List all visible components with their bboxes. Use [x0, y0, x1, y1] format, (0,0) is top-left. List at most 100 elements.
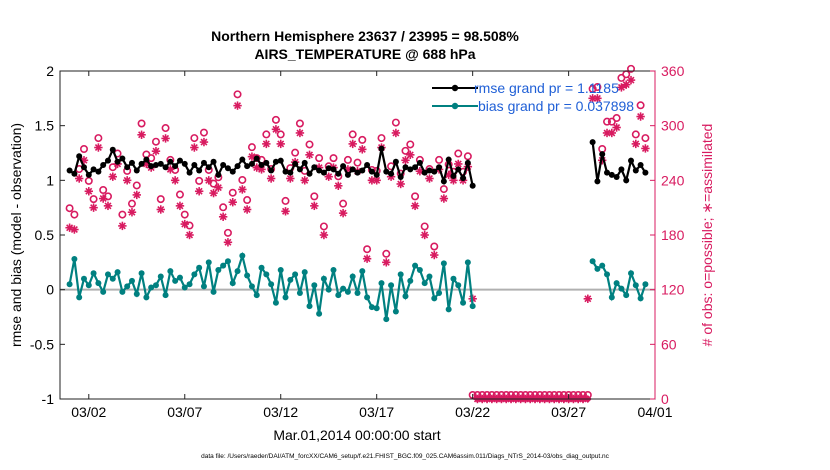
rmse-point-89	[608, 171, 615, 178]
bias-point-80	[450, 275, 457, 282]
right-y-tick-label-0: 0	[661, 391, 669, 407]
obs-possible-point-13	[127, 199, 136, 208]
obs-assimilated-point-6	[94, 143, 103, 152]
obs-possible-point-58	[343, 155, 352, 164]
rmse-point-83	[464, 159, 471, 166]
obs-assimilated-point-9	[108, 172, 117, 181]
left-y-tick-label-3: 0.5	[35, 227, 55, 243]
obs-assimilated-point-5	[89, 203, 98, 212]
rmse-point-44	[277, 157, 284, 164]
obs-assimilated-point-36	[238, 185, 247, 194]
obs-possible-tail-point-5	[612, 114, 621, 123]
rmse-point-77	[436, 164, 443, 171]
bias-point-8	[104, 271, 111, 278]
rmse-point-36	[239, 156, 246, 163]
bias-point-5	[90, 270, 97, 277]
obs-possible-point-41	[262, 130, 271, 139]
obs-assimilated-tail-point-5	[607, 128, 617, 138]
legend-rmse-marker	[451, 84, 459, 92]
obs-assimilated-point-75	[425, 174, 434, 183]
rmse-point-63	[368, 168, 375, 175]
bias-point-70	[402, 293, 409, 300]
obs-assimilated-point-15	[137, 130, 146, 139]
obs-possible-point-34	[228, 188, 237, 197]
obs-assimilated-point-33	[223, 238, 233, 247]
plot-area	[60, 64, 655, 404]
bias-point-60	[354, 289, 361, 296]
obs-possible-point-23	[175, 190, 184, 199]
rmse-point-47	[292, 160, 299, 167]
rmse-point-4	[85, 171, 92, 178]
rmse-point-26	[191, 162, 198, 169]
rmse-point-42	[268, 167, 275, 174]
x-tick-label-4: 03/22	[455, 404, 490, 420]
rmse-point-1	[71, 170, 78, 177]
bias-point-12	[124, 283, 131, 290]
obs-assimilated-point-53	[319, 230, 329, 240]
rmse-point-58	[344, 171, 351, 178]
bias-point-21	[167, 268, 174, 275]
bias-point-61	[359, 268, 366, 275]
bias-point-43	[272, 299, 279, 306]
bias-point-19	[157, 273, 164, 280]
obs-possible-point-6	[94, 134, 103, 143]
rmse-point-35	[234, 163, 241, 170]
rmse-point-79	[445, 156, 452, 163]
bias-point-96	[642, 281, 649, 288]
left-y-axis-ticks: -1 -0.5 0 0.5 1 1.5 2	[30, 63, 65, 407]
bias-point-15	[138, 270, 145, 277]
chart-title-line1: Northern Hemisphere 23637 / 23995 = 98.5…	[211, 28, 519, 44]
bias-point-94	[632, 282, 639, 289]
rmse-point-16	[143, 156, 150, 163]
right-y-axis-label: # of obs: o=possible; ∗=assimilated	[699, 124, 715, 347]
bias-point-25	[186, 281, 193, 288]
bias-point-17	[148, 284, 155, 291]
rmse-point-54	[325, 165, 332, 172]
obs-possible-tail-point-10	[636, 101, 645, 110]
right-y-tick-label-5: 300	[661, 118, 685, 134]
obs-possible-point-45	[281, 196, 290, 205]
obs-possible-point-43	[271, 115, 280, 124]
rmse-point-9	[109, 146, 116, 153]
obs-assimilated-point-76	[430, 250, 439, 260]
obs-possible-point-77	[435, 155, 444, 164]
obs-possible-point-53	[319, 222, 328, 231]
bias-point-26	[191, 271, 198, 278]
obs-assimilated-point-61	[358, 145, 367, 154]
rmse-point-49	[301, 159, 308, 166]
obs-possible-point-68	[391, 118, 400, 127]
rmse-point-28	[200, 159, 207, 166]
bias-point-54	[325, 286, 332, 293]
obs-possible-point-32	[219, 203, 228, 212]
rmse-point-18	[152, 162, 159, 169]
bias-point-72	[412, 262, 419, 269]
obs-possible-point-65	[377, 134, 386, 143]
bias-point-52	[316, 310, 323, 317]
bias-point-20	[162, 292, 169, 299]
x-tick-label-last: 04/01	[637, 404, 672, 420]
obs-assimilated-point-7	[98, 194, 108, 203]
bias-point-82	[460, 299, 467, 306]
rmse-point-90	[613, 174, 620, 181]
bias-point-93	[628, 270, 635, 277]
rmse-point-81	[455, 166, 462, 173]
rmse-point-29	[205, 164, 212, 171]
rmse-point-78	[440, 178, 447, 185]
rmse-point-72	[412, 164, 419, 171]
right-y-tick-label-6: 360	[661, 63, 685, 79]
obs-assimilated-tail-point-10	[631, 139, 641, 149]
rmse-point-8	[104, 157, 111, 164]
obs-assimilated-point-69	[396, 179, 405, 189]
obs-possible-point-83	[463, 152, 472, 161]
obs-assimilated-point-41	[262, 139, 271, 149]
rmse-point-0	[66, 167, 73, 174]
rmse-point-67	[388, 170, 395, 177]
obs-possible-point-47	[291, 148, 300, 157]
obs-assimilated-point-34	[228, 198, 237, 207]
bias-point-65	[378, 280, 385, 287]
obs-assimilated-point-8	[103, 201, 113, 211]
bias-point-6	[95, 280, 102, 287]
rmse-point-24	[181, 160, 188, 167]
bias-point-39	[253, 292, 260, 299]
obs-possible-point-24	[180, 210, 189, 219]
